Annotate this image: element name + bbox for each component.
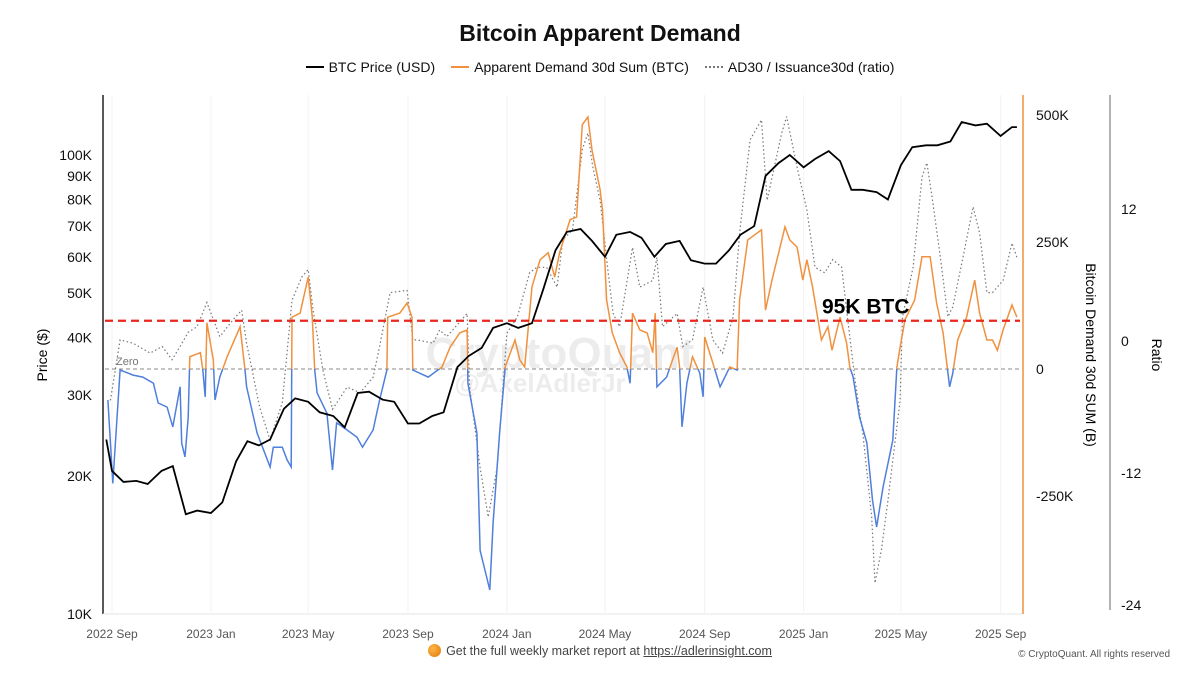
legend-label-price: BTC Price (USD): [328, 59, 436, 75]
x-tick-label: 2024 May: [579, 627, 632, 641]
legend: BTC Price (USD) Apparent Demand 30d Sum …: [0, 59, 1200, 75]
y-left-tick-label: 70K: [67, 218, 93, 234]
legend-label-demand: Apparent Demand 30d Sum (BTC): [474, 59, 689, 75]
watermark: CryptoQuant @AxelAdlerJr: [426, 329, 695, 398]
demand-series-line-negative: [107, 369, 955, 591]
legend-item-price[interactable]: BTC Price (USD): [305, 59, 436, 75]
watermark-brand: CryptoQuant: [426, 329, 695, 378]
y-right1-tick-label: 500K: [1036, 107, 1069, 123]
y-left-tick-label: 80K: [67, 191, 93, 207]
y-left-tick-label: 40K: [67, 330, 93, 346]
legend-swatch-price: [305, 66, 324, 68]
x-tick-label: 2023 Sep: [382, 627, 434, 641]
copyright: © CryptoQuant. All rights reserved: [1018, 649, 1170, 660]
legend-item-ratio[interactable]: AD30 / Issuance30d (ratio): [704, 59, 895, 75]
report-link[interactable]: https://adlerinsight.com: [643, 644, 772, 658]
legend-label-ratio: AD30 / Issuance30d (ratio): [727, 59, 895, 75]
x-tick-label: 2025 May: [875, 627, 928, 641]
x-tick-label: 2024 Sep: [679, 627, 731, 641]
y-right1-tick-label: 250K: [1036, 234, 1069, 250]
y-left-tick-label: 60K: [67, 249, 93, 265]
legend-item-demand[interactable]: Apparent Demand 30d Sum (BTC): [451, 59, 689, 75]
legend-swatch-demand: [451, 66, 470, 68]
y-left-tick-label: 100K: [59, 147, 92, 163]
x-tick-label: 2023 Jan: [186, 627, 235, 641]
legend-swatch-ratio: [704, 66, 723, 68]
y-right1-title: Bitcoin Demand 30d SUM (B): [1083, 263, 1099, 447]
x-tick-label: 2025 Sep: [975, 627, 1027, 641]
y-left-tick-label: 20K: [67, 468, 93, 484]
y-left-tick-label: 30K: [67, 387, 93, 403]
report-coin-icon: [428, 644, 442, 657]
y-right2-tick-label: 12: [1121, 201, 1137, 217]
y-left-tick-label: 10K: [67, 606, 93, 622]
y-right1-tick-label: -250K: [1036, 488, 1074, 504]
demand-series-line-positive: [119, 115, 1018, 369]
footer: Get the full weekly market report at htt…: [0, 644, 1200, 658]
threshold-label: 95K BTC: [822, 296, 910, 319]
x-tick-label: 2022 Sep: [86, 627, 138, 641]
y-right2-title: Ratio: [1149, 339, 1165, 372]
y-right1-tick-label: 0: [1036, 361, 1044, 377]
y-left-tick-label: 90K: [67, 168, 93, 184]
y-right2-tick-label: 0: [1121, 333, 1129, 349]
zero-label: Zero: [116, 356, 139, 368]
y-left-tick-label: 50K: [67, 285, 93, 301]
y-left-title: Price ($): [34, 329, 50, 382]
x-tick-label: 2025 Jan: [779, 627, 828, 641]
y-right2-tick-label: -12: [1121, 465, 1141, 481]
y-right2-tick-label: -24: [1121, 597, 1141, 613]
x-tick-label: 2023 May: [282, 627, 335, 641]
watermark-author: @AxelAdlerJr: [454, 368, 625, 398]
chart-title: Bitcoin Apparent Demand: [459, 20, 741, 46]
footer-text: Get the full weekly market report at: [446, 644, 640, 658]
price-series-line: [105, 120, 1017, 516]
x-tick-label: 2024 Jan: [482, 627, 531, 641]
